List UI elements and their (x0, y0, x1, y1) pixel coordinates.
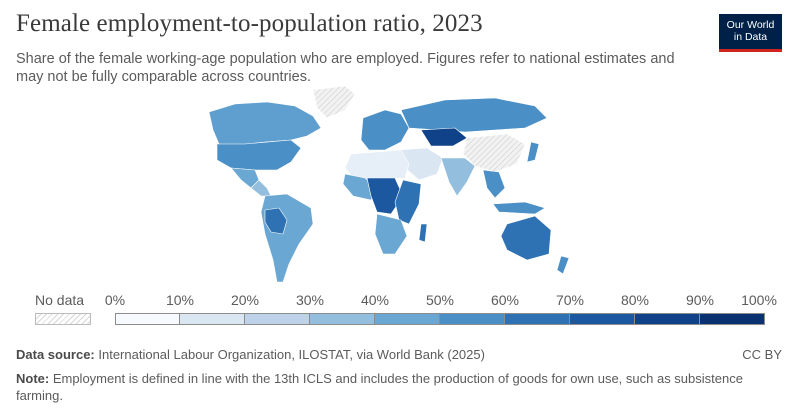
region-central-america[interactable] (250, 179, 272, 197)
license-link[interactable]: CC BY (742, 347, 782, 362)
legend-tick-label: 40% (360, 292, 390, 308)
color-legend: No data 0% 10% 20% 30% 40% 50% 60% 70% 80% 90% 100… (0, 290, 800, 330)
legend-tick-label: 100% (741, 292, 777, 308)
legend-bin[interactable] (245, 313, 310, 325)
legend-tick-label: 70% (555, 292, 585, 308)
legend-tick-label: 90% (685, 292, 715, 308)
region-south-asia[interactable] (440, 157, 476, 197)
region-indonesia[interactable] (492, 201, 546, 215)
footnote: Note: Employment is defined in line with… (16, 370, 756, 404)
no-data-label: No data (35, 292, 85, 308)
legend-bin[interactable] (115, 313, 180, 325)
legend-tick-label: 60% (490, 292, 520, 308)
region-southeast-asia[interactable] (482, 169, 506, 199)
legend-tick-label: 80% (620, 292, 650, 308)
region-new-zealand[interactable] (556, 255, 570, 275)
logo-line-2: in Data (733, 31, 768, 43)
region-madagascar[interactable] (418, 223, 428, 243)
legend-bin[interactable] (310, 313, 375, 325)
logo-line-1: Our World (726, 19, 775, 31)
legend-tick-label: 20% (230, 292, 260, 308)
legend-bin[interactable] (375, 313, 440, 325)
region-usa[interactable] (216, 139, 302, 171)
region-southern-africa[interactable] (374, 213, 408, 255)
legend-bin[interactable] (180, 313, 245, 325)
data-source: Data source: International Labour Organi… (16, 347, 485, 362)
legend-bin[interactable] (635, 313, 700, 325)
note-text: Employment is defined in line with the 1… (16, 371, 743, 403)
region-kazakhstan[interactable] (420, 127, 468, 147)
region-central-africa[interactable] (366, 177, 404, 215)
source-label: Data source: (16, 347, 95, 362)
legend-tick-label: 50% (425, 292, 455, 308)
owid-logo[interactable]: Our World in Data (719, 14, 782, 52)
region-andes[interactable] (264, 207, 288, 235)
region-china[interactable] (462, 133, 526, 173)
legend-bin[interactable] (440, 313, 505, 325)
note-label: Note: (16, 371, 50, 386)
chart-title: Female employment-to-population ratio, 2… (16, 10, 483, 37)
source-text[interactable]: International Labour Organization, ILOST… (94, 347, 485, 362)
region-west-africa[interactable] (342, 173, 378, 201)
legend-bin[interactable] (700, 313, 765, 325)
region-australia[interactable] (500, 215, 552, 261)
legend-tick-label: 10% (165, 292, 195, 308)
legend-tick-label: 30% (295, 292, 325, 308)
region-north-africa[interactable] (344, 149, 410, 181)
region-south-america[interactable] (260, 193, 314, 283)
no-data-swatch (35, 313, 91, 325)
chart-subtitle: Share of the female working-age populati… (16, 51, 675, 85)
legend-bin[interactable] (570, 313, 635, 325)
world-map[interactable] (195, 84, 595, 289)
region-europe[interactable] (360, 109, 410, 151)
region-japan[interactable] (526, 141, 540, 163)
legend-bin[interactable] (505, 313, 570, 325)
region-east-africa[interactable] (394, 179, 422, 225)
region-canada[interactable] (208, 101, 322, 147)
region-greenland[interactable] (312, 85, 356, 119)
region-russia[interactable] (400, 97, 548, 133)
legend-tick-label: 0% (104, 292, 126, 308)
